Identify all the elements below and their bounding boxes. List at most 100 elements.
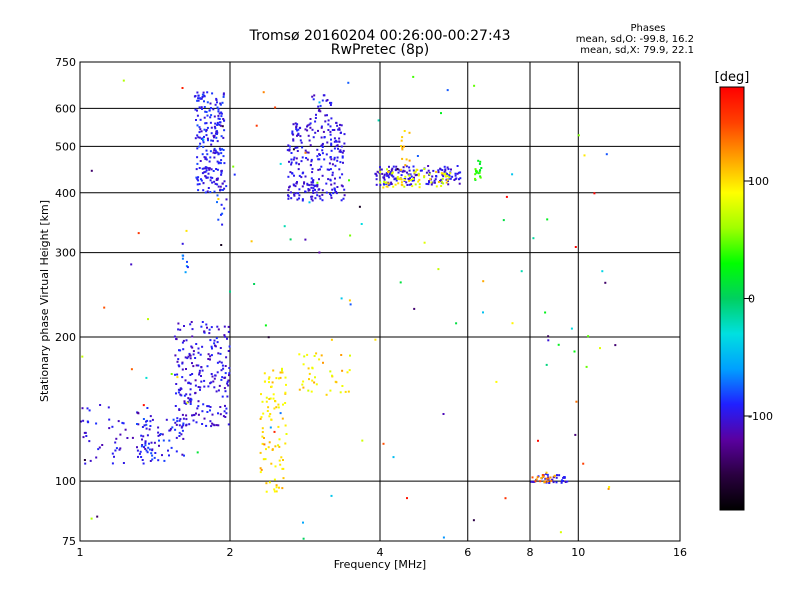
data-point [182, 417, 185, 420]
data-point [449, 172, 452, 175]
data-point [138, 452, 141, 455]
data-point [205, 134, 208, 137]
data-point [181, 368, 184, 371]
data-point [142, 418, 145, 420]
data-point [331, 163, 334, 166]
data-point [209, 355, 212, 358]
data-point [176, 376, 179, 379]
data-point [189, 403, 192, 405]
data-point [394, 183, 397, 186]
data-point [213, 180, 216, 183]
data-point [298, 174, 301, 177]
data-point [195, 421, 198, 424]
data-point [97, 448, 100, 451]
data-point [287, 175, 290, 178]
data-point [298, 353, 301, 356]
data-point [390, 181, 393, 184]
data-point [273, 490, 276, 493]
data-point [277, 403, 280, 406]
data-point [291, 172, 294, 175]
data-point [205, 111, 208, 113]
data-point [310, 195, 313, 198]
data-point [197, 413, 200, 416]
data-point [217, 152, 220, 155]
data-point [191, 346, 194, 349]
data-point [204, 157, 207, 160]
data-point [433, 179, 436, 182]
data-point [275, 484, 278, 487]
data-point [338, 137, 341, 140]
data-point [408, 166, 411, 169]
data-point [103, 306, 106, 309]
data-point [292, 158, 295, 161]
data-point [259, 471, 262, 474]
data-point [326, 99, 329, 101]
data-point [177, 388, 180, 391]
data-point [187, 355, 190, 358]
data-point [427, 169, 430, 172]
data-point [511, 322, 514, 325]
y-tick-label: 750 [55, 56, 76, 69]
data-point [205, 424, 208, 427]
data-point [219, 162, 222, 165]
data-point [288, 160, 290, 163]
data-point [287, 197, 290, 200]
data-point [179, 349, 182, 352]
colorbar-ticks: 100 0 -100 [744, 175, 773, 423]
data-point [146, 434, 149, 437]
data-point [219, 189, 221, 192]
data-point [299, 139, 302, 142]
data-point [140, 445, 143, 448]
data-point [391, 174, 394, 177]
data-point [548, 482, 551, 484]
data-point [208, 109, 211, 112]
data-point [392, 165, 395, 168]
data-point [159, 433, 162, 435]
data-point [607, 487, 610, 490]
data-point [208, 332, 211, 335]
data-point [119, 433, 122, 436]
data-point [318, 358, 321, 361]
data-point [333, 129, 336, 131]
data-point [478, 170, 481, 173]
data-point [601, 270, 604, 273]
data-point [400, 183, 403, 186]
data-point [544, 480, 547, 483]
data-point [387, 184, 390, 187]
data-point [185, 424, 188, 427]
data-point [260, 468, 263, 471]
data-point [222, 136, 225, 139]
data-point [150, 441, 153, 444]
data-point [307, 367, 310, 370]
data-point [411, 178, 414, 180]
data-point [390, 169, 393, 171]
data-point [284, 391, 287, 394]
data-point [184, 271, 187, 274]
data-point [222, 367, 225, 370]
data-point [285, 383, 287, 386]
data-point [495, 380, 498, 383]
data-point [214, 122, 217, 125]
data-point [455, 322, 458, 325]
data-point [227, 330, 230, 333]
data-point [329, 179, 332, 182]
data-point [139, 450, 142, 453]
data-point [414, 174, 417, 177]
data-point [218, 123, 221, 126]
data-point [189, 323, 192, 326]
data-point [207, 385, 210, 388]
data-point [197, 386, 200, 388]
data-point [184, 379, 187, 382]
data-point [196, 183, 199, 186]
data-point [216, 371, 219, 374]
data-point [204, 110, 207, 113]
data-point [447, 183, 450, 186]
data-point [335, 121, 338, 124]
data-point [322, 130, 325, 133]
data-point [137, 423, 140, 426]
data-point [326, 168, 329, 171]
data-point [217, 117, 220, 120]
data-point [308, 372, 311, 375]
data-point [162, 439, 165, 442]
data-point [181, 429, 184, 432]
